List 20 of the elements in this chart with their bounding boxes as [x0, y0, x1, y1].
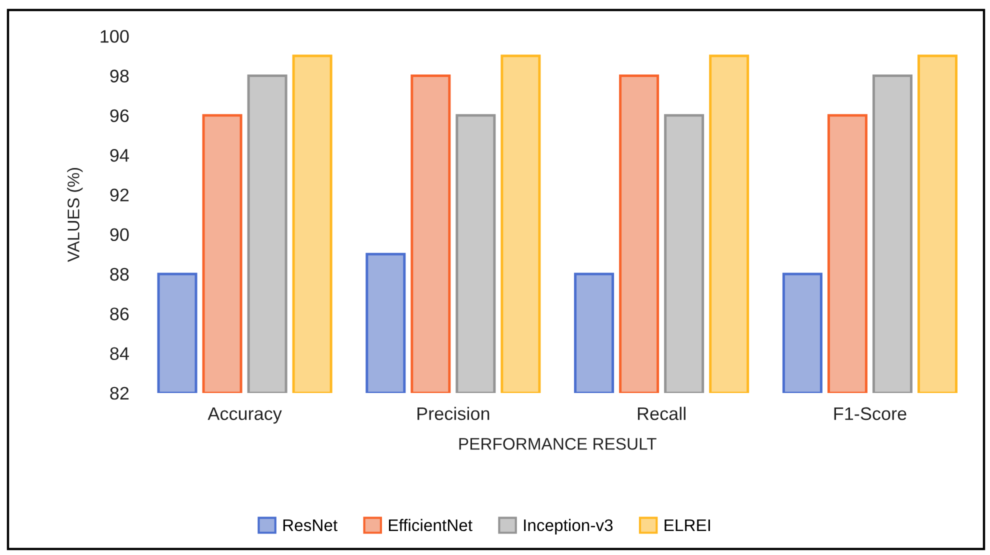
legend-label: ResNet [283, 520, 338, 532]
y-tick-label: 82 [110, 386, 129, 400]
y-tick-label: 90 [110, 228, 129, 242]
y-tick-label: 98 [110, 70, 129, 82]
legend-label: ELREI [664, 520, 710, 531]
y-tick-label: 100 [100, 30, 129, 43]
legend-label: Inception-v3 [524, 518, 613, 534]
x-tick-label: Precision [418, 406, 490, 420]
y-tick-label: 86 [110, 308, 129, 320]
y-tick-label: 94 [110, 148, 129, 162]
x-tick-label: Accuracy [208, 407, 282, 424]
x-tick-label: Recall [638, 406, 686, 420]
y-tick-label: 88 [110, 268, 129, 281]
x-tick-label: F1-Score [834, 407, 906, 420]
y-tick-label: 96 [110, 109, 129, 122]
y-axis-title: VALUES (%) [67, 168, 83, 262]
y-tick-label: 92 [110, 188, 129, 202]
legend-label: EfficientNet [388, 518, 472, 532]
y-tick-label: 84 [110, 347, 129, 360]
x-axis-title: PERFORMANCE RESULT [459, 438, 656, 450]
